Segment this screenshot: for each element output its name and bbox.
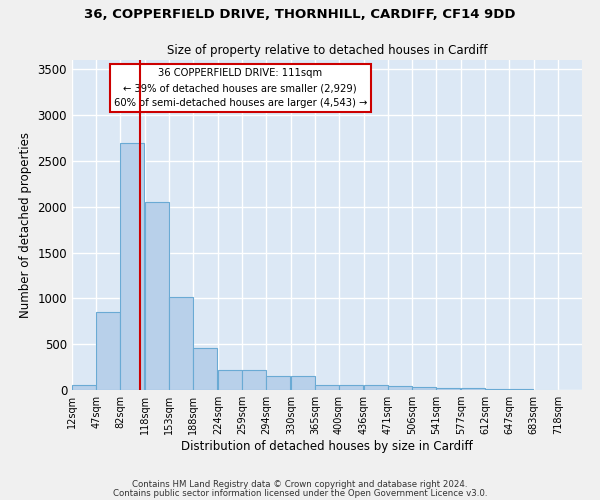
Bar	[218, 370, 242, 390]
Bar	[145, 202, 169, 390]
Bar	[72, 386, 96, 390]
Title: Size of property relative to detached houses in Cardiff: Size of property relative to detached ho…	[167, 44, 487, 58]
Bar	[388, 386, 412, 390]
Bar	[339, 384, 363, 390]
Bar	[120, 142, 144, 390]
Bar	[96, 312, 120, 390]
Bar	[169, 296, 193, 390]
Text: 36 COPPERFIELD DRIVE: 111sqm
← 39% of detached houses are smaller (2,929)
60% of: 36 COPPERFIELD DRIVE: 111sqm ← 39% of de…	[113, 68, 367, 108]
Text: Contains HM Land Registry data © Crown copyright and database right 2024.: Contains HM Land Registry data © Crown c…	[132, 480, 468, 489]
X-axis label: Distribution of detached houses by size in Cardiff: Distribution of detached houses by size …	[181, 440, 473, 453]
Bar	[242, 370, 266, 390]
Bar	[315, 384, 339, 390]
Bar	[291, 376, 315, 390]
Text: 36, COPPERFIELD DRIVE, THORNHILL, CARDIFF, CF14 9DD: 36, COPPERFIELD DRIVE, THORNHILL, CARDIF…	[84, 8, 516, 20]
Bar	[485, 389, 509, 390]
Bar	[364, 386, 388, 390]
Bar	[266, 376, 290, 390]
Bar	[509, 389, 533, 390]
Bar	[461, 388, 485, 390]
Y-axis label: Number of detached properties: Number of detached properties	[19, 132, 32, 318]
Bar	[436, 388, 460, 390]
Bar	[412, 387, 436, 390]
Text: Contains public sector information licensed under the Open Government Licence v3: Contains public sector information licen…	[113, 490, 487, 498]
Bar	[193, 348, 217, 390]
